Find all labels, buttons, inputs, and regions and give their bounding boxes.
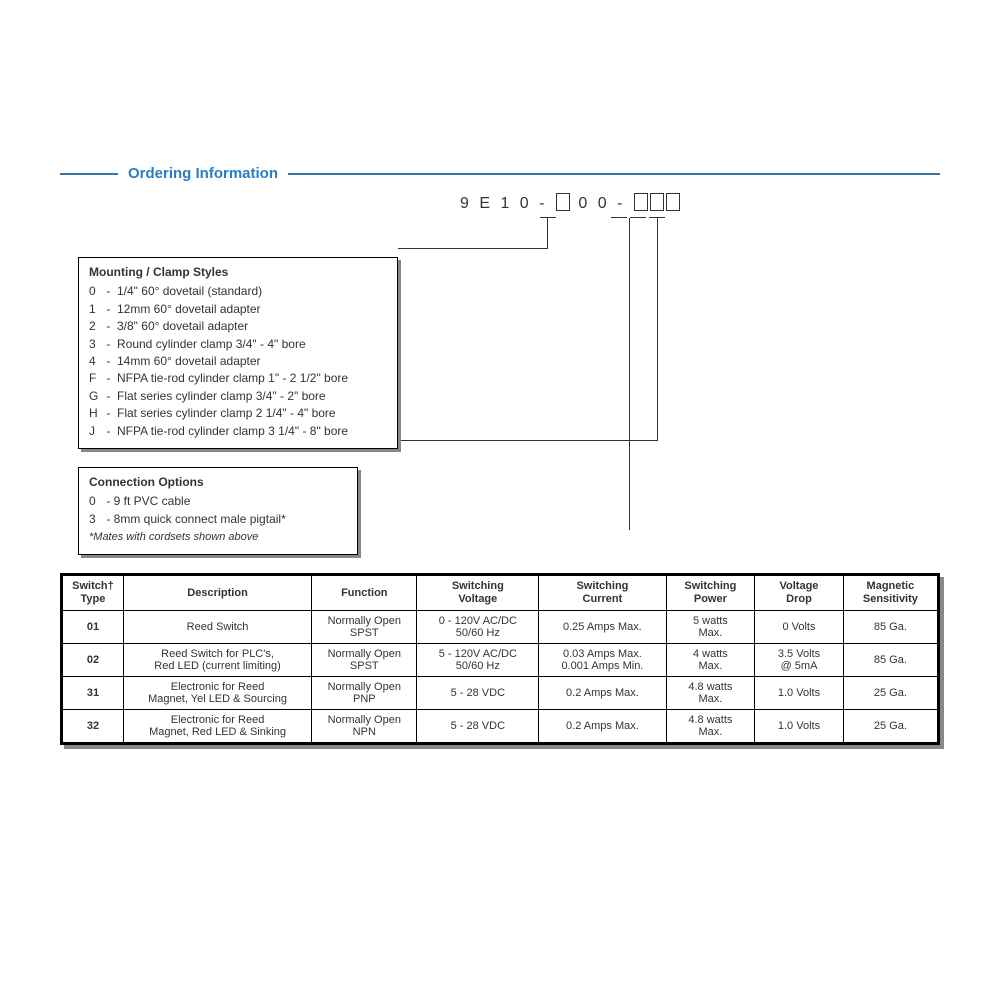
cell-pow: 4.8 wattsMax. [666, 677, 755, 710]
rule-right [288, 173, 940, 175]
cell-func: Normally OpenSPST [312, 611, 417, 644]
callout-title: Connection Options [89, 474, 347, 491]
connection-option: 3 - 8mm quick connect male pigtail* [89, 511, 347, 528]
pn-box-switch-b [650, 193, 664, 211]
cell-curr: 0.25 Amps Max. [539, 611, 666, 644]
callout-title: Mounting / Clamp Styles [89, 264, 387, 281]
mounting-option: 1 - 12mm 60° dovetail adapter [89, 301, 387, 318]
th-switching-current: SwitchingCurrent [539, 576, 666, 611]
pn-box-conn [666, 193, 680, 211]
th-switching-power: SwitchingPower [666, 576, 755, 611]
mounting-option: G - Flat series cylinder clamp 3/4" - 2"… [89, 388, 387, 405]
connection-option: 0 - 9 ft PVC cable [89, 493, 347, 510]
cell-curr: 0.2 Amps Max. [539, 677, 666, 710]
th-description: Description [123, 576, 311, 611]
mounting-styles-callout: Mounting / Clamp Styles 0 - 1/4" 60° dov… [78, 257, 398, 449]
section-header: Ordering Information [60, 165, 940, 182]
connector-line [398, 248, 548, 249]
th-function: Function [312, 576, 417, 611]
cell-func: Normally OpenNPN [312, 710, 417, 743]
cell-desc: Electronic for ReedMagnet, Yel LED & Sou… [123, 677, 311, 710]
connection-options-callout: Connection Options 0 - 9 ft PVC cable3 -… [78, 467, 358, 555]
table-row: 01Reed SwitchNormally OpenSPST0 - 120V A… [63, 611, 938, 644]
connector-line [358, 440, 658, 441]
mounting-option: 2 - 3/8" 60° dovetail adapter [89, 318, 387, 335]
pn-mid: 0 0 - [578, 195, 625, 212]
pn-box-switch-a [634, 193, 648, 211]
cell-volt: 0 - 120V AC/DC50/60 Hz [417, 611, 539, 644]
cell-curr: 0.2 Amps Max. [539, 710, 666, 743]
pn-box-mounting [556, 193, 570, 211]
cell-drop: 0 Volts [755, 611, 844, 644]
cell-pow: 5 wattsMax. [666, 611, 755, 644]
cell-pow: 4.8 wattsMax. [666, 710, 755, 743]
cell-desc: Reed Switch [123, 611, 311, 644]
cell-sens: 25 Ga. [843, 710, 937, 743]
table-row: 02Reed Switch for PLC's,Red LED (current… [63, 644, 938, 677]
cell-sens: 25 Ga. [843, 677, 937, 710]
cell-drop: 1.0 Volts [755, 710, 844, 743]
cell-type: 31 [63, 677, 124, 710]
cell-desc: Electronic for ReedMagnet, Red LED & Sin… [123, 710, 311, 743]
mounting-option: 3 - Round cylinder clamp 3/4" - 4" bore [89, 336, 387, 353]
pn-underline [540, 217, 556, 218]
cell-func: Normally OpenPNP [312, 677, 417, 710]
cell-drop: 3.5 Volts@ 5mA [755, 644, 844, 677]
cell-type: 32 [63, 710, 124, 743]
mounting-option: 4 - 14mm 60° dovetail adapter [89, 353, 387, 370]
pn-underline [611, 217, 627, 218]
th-switching-voltage: SwitchingVoltage [417, 576, 539, 611]
pn-prefix: 9 E 1 0 - [460, 195, 547, 212]
cell-type: 01 [63, 611, 124, 644]
section-title: Ordering Information [118, 165, 288, 182]
cell-volt: 5 - 28 VDC [417, 710, 539, 743]
rule-left [60, 173, 118, 175]
cell-drop: 1.0 Volts [755, 677, 844, 710]
connector-line [657, 218, 658, 440]
connector-line [629, 218, 630, 530]
part-number-template: 9 E 1 0 - 0 0 - [460, 195, 681, 213]
th-voltage-drop: VoltageDrop [755, 576, 844, 611]
callout-footnote: *Mates with cordsets shown above [89, 531, 258, 543]
switch-type-table-wrap: Switch†Type Description Function Switchi… [60, 573, 940, 745]
cell-pow: 4 wattsMax. [666, 644, 755, 677]
pn-underline [630, 217, 646, 218]
connector-line [547, 218, 548, 248]
mounting-option: F - NFPA tie-rod cylinder clamp 1" - 2 1… [89, 370, 387, 387]
table-row: 31Electronic for ReedMagnet, Yel LED & S… [63, 677, 938, 710]
cell-sens: 85 Ga. [843, 644, 937, 677]
cell-volt: 5 - 28 VDC [417, 677, 539, 710]
cell-type: 02 [63, 644, 124, 677]
cell-volt: 5 - 120V AC/DC50/60 Hz [417, 644, 539, 677]
th-switch-type: Switch†Type [63, 576, 124, 611]
cell-desc: Reed Switch for PLC's,Red LED (current l… [123, 644, 311, 677]
th-magnetic-sensitivity: MagneticSensitivity [843, 576, 937, 611]
mounting-option: J - NFPA tie-rod cylinder clamp 3 1/4" -… [89, 423, 387, 440]
mounting-option: 0 - 1/4" 60° dovetail (standard) [89, 283, 387, 300]
cell-curr: 0.03 Amps Max.0.001 Amps Min. [539, 644, 666, 677]
cell-sens: 85 Ga. [843, 611, 937, 644]
mounting-option: H - Flat series cylinder clamp 2 1/4" - … [89, 405, 387, 422]
cell-func: Normally OpenSPST [312, 644, 417, 677]
switch-type-table: Switch†Type Description Function Switchi… [62, 575, 938, 743]
table-row: 32Electronic for ReedMagnet, Red LED & S… [63, 710, 938, 743]
